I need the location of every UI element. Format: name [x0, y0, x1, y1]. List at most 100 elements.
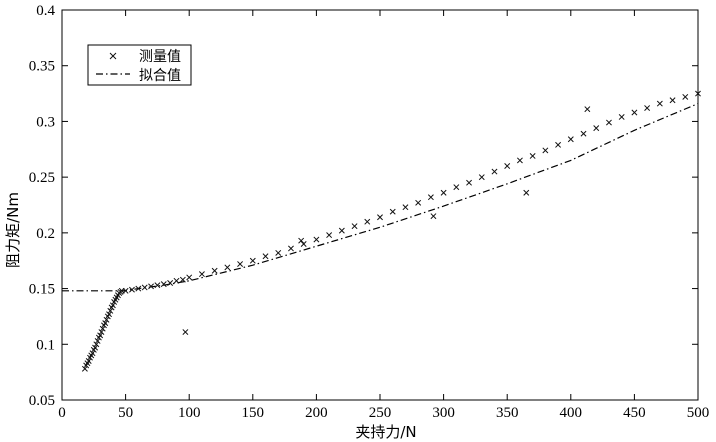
y-tick-label: 0.1 [36, 337, 55, 353]
data-point-stroke [593, 125, 600, 132]
y-tick-label: 0.4 [36, 3, 55, 19]
data-point-stroke [377, 214, 383, 221]
y-tick-label: 0.2 [36, 226, 55, 242]
data-point-stroke [179, 276, 186, 283]
x-tick-label: 0 [58, 405, 66, 421]
data-point-stroke [491, 168, 498, 175]
data-point-stroke [542, 147, 549, 154]
data-point-stroke [167, 280, 174, 286]
data-point-stroke [81, 365, 88, 372]
data-point [81, 365, 88, 372]
data-point-stroke [275, 249, 282, 256]
data-point-stroke [160, 281, 167, 288]
data-point-stroke [288, 245, 294, 252]
data-point [89, 350, 96, 357]
x-tick-label: 250 [369, 405, 392, 421]
data-point-stroke [99, 325, 106, 332]
x-tick-label: 350 [496, 405, 519, 421]
data-point [695, 90, 701, 97]
data-point [129, 286, 135, 293]
data-point-stroke [122, 287, 129, 294]
data-point [682, 93, 689, 100]
data-point [529, 153, 536, 159]
data-point [298, 237, 305, 244]
data-point-stroke [430, 213, 437, 220]
data-point-stroke [198, 271, 205, 278]
data-point-stroke [85, 358, 92, 364]
data-point-stroke [298, 237, 305, 244]
data-point-stroke [466, 179, 472, 186]
data-point [326, 232, 333, 239]
data-point-stroke [141, 284, 148, 291]
data-point-stroke [427, 194, 434, 201]
data-point [523, 189, 530, 196]
data-point [275, 249, 282, 256]
data-point [453, 184, 460, 191]
data-point-stroke [300, 241, 307, 247]
data-point [430, 213, 437, 220]
data-point [98, 329, 105, 335]
data-point-stroke [211, 267, 218, 274]
y-axis-title: 阻力矩/Nm [4, 192, 22, 268]
data-point-stroke [237, 261, 244, 268]
data-point [567, 136, 574, 143]
data-point-stroke [148, 283, 154, 290]
data-point-stroke [97, 332, 104, 339]
data-point-stroke [453, 184, 460, 191]
data-point-stroke [669, 97, 676, 104]
data-point [211, 267, 218, 274]
data-point [106, 311, 113, 318]
data-point-stroke [102, 320, 109, 327]
legend-marker-measured [109, 52, 117, 60]
data-point-stroke [103, 316, 110, 323]
data-point-stroke [173, 277, 180, 284]
data-point-stroke [402, 204, 409, 211]
y-tick-label: 0.35 [29, 59, 55, 75]
data-point [167, 280, 174, 286]
x-tick-label: 150 [242, 405, 265, 421]
data-point [94, 337, 101, 344]
data-point [107, 307, 114, 314]
data-point-stroke [107, 307, 114, 314]
data-point [237, 261, 244, 268]
data-point [92, 344, 99, 351]
data-point-stroke [262, 253, 269, 260]
data-point [427, 194, 434, 201]
data-point [179, 276, 186, 283]
data-point [402, 204, 409, 211]
data-point-stroke [440, 189, 447, 196]
data-point-stroke [682, 93, 689, 100]
data-point [103, 316, 110, 323]
data-point [555, 141, 562, 148]
x-tick-label: 300 [432, 405, 455, 421]
y-tick-label: 0.3 [36, 114, 55, 130]
data-point [97, 332, 104, 339]
data-point-stroke [182, 329, 189, 335]
data-point [669, 97, 676, 104]
y-tick-label: 0.25 [29, 170, 55, 186]
data-point [122, 287, 129, 294]
data-point-stroke [523, 189, 530, 196]
data-point-stroke [478, 174, 485, 181]
data-point-stroke [695, 90, 701, 97]
data-point [440, 189, 447, 196]
data-point [466, 179, 472, 186]
legend-label-measured: 测量值 [139, 49, 181, 65]
data-point-stroke [415, 199, 422, 206]
data-point-stroke [98, 329, 105, 335]
data-point-stroke [135, 285, 142, 292]
y-axis-title-group: 阻力矩/Nm [4, 192, 22, 268]
data-point [154, 282, 161, 289]
data-point-stroke [351, 223, 358, 230]
data-point [93, 341, 100, 348]
data-point [288, 245, 294, 252]
data-point-stroke [529, 153, 536, 159]
data-point-stroke [249, 257, 256, 264]
data-point [580, 130, 587, 137]
data-point [99, 325, 106, 332]
data-point-stroke [364, 218, 371, 225]
data-point-stroke [584, 106, 591, 113]
legend-box [87, 44, 192, 86]
x-axis-title: 夹持力/N [355, 423, 416, 441]
